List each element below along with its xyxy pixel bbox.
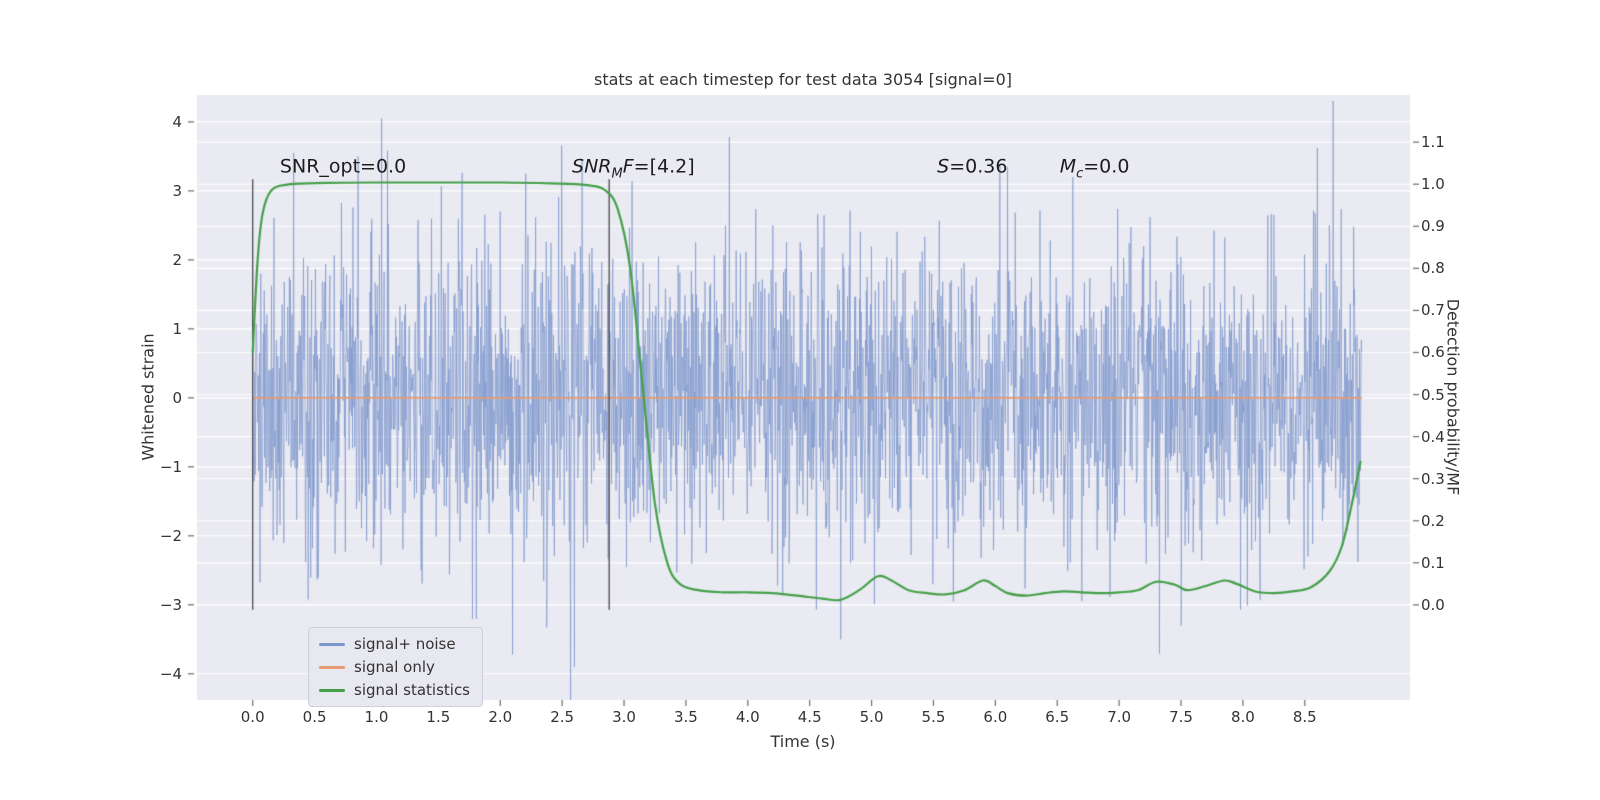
x-tick-label: 4.0 xyxy=(735,708,760,726)
annotation-snr-mf: SNRMF=[4.2] xyxy=(572,156,695,182)
legend-item-signal-only: signal only xyxy=(319,658,470,676)
annotation-subscript: c xyxy=(1076,166,1084,182)
legend-label: signal statistics xyxy=(354,681,471,699)
annotation-text: M xyxy=(1059,155,1077,178)
legend-item-signal-statistics: signal statistics xyxy=(319,681,470,699)
annotation-text: SNR xyxy=(572,155,612,178)
x-tick-label: 3.0 xyxy=(612,708,636,726)
legend-swatch-signal-only xyxy=(319,665,345,669)
x-tick-label: 4.5 xyxy=(797,708,822,726)
annotation-snr-opt: SNR_opt=0.0 xyxy=(280,156,406,182)
x-tick-label: 0.0 xyxy=(240,708,265,726)
y-tick-label-right: 0.8 xyxy=(1421,259,1445,278)
y-tick-label-left: −4 xyxy=(159,664,182,683)
y-tick-label-left: 4 xyxy=(172,112,182,131)
annotation-text: S xyxy=(937,155,950,178)
y-tick-label-right: 0.7 xyxy=(1421,301,1445,320)
x-tick-label: 8.0 xyxy=(1230,708,1255,726)
annotation-text: =0.36 xyxy=(949,155,1008,178)
x-axis-label: Time (s) xyxy=(770,732,836,751)
legend: signal+ noise signal only signal statist… xyxy=(308,627,484,707)
y-tick-label-right: 0.0 xyxy=(1421,595,1445,614)
x-tick-label: 3.5 xyxy=(673,708,698,726)
x-tick-label: 6.5 xyxy=(1045,708,1070,726)
y-tick-label-right: 0.2 xyxy=(1421,511,1445,530)
annotation-mc: Mc=0.0 xyxy=(1060,156,1130,182)
y-tick-label-right: 1.1 xyxy=(1421,133,1445,152)
x-tick-label: 2.5 xyxy=(550,708,575,726)
legend-swatch-signal-noise xyxy=(319,642,345,646)
y-tick-label-left: 0 xyxy=(172,388,182,407)
x-tick-label: 6.0 xyxy=(983,708,1008,726)
chart-title: stats at each timestep for test data 305… xyxy=(593,70,1013,89)
y-tick-label-right: 0.6 xyxy=(1421,343,1445,362)
x-tick-label: 1.5 xyxy=(426,708,451,726)
y-tick-label-right: 0.1 xyxy=(1421,553,1445,572)
x-tick-label: 5.0 xyxy=(859,708,884,726)
legend-label: signal only xyxy=(354,658,435,676)
y-tick-label-right: 0.3 xyxy=(1421,469,1445,488)
y-tick-label-left: −3 xyxy=(159,595,182,614)
legend-label: signal+ noise xyxy=(354,635,456,653)
y-tick-label-right: 0.9 xyxy=(1421,217,1445,236)
y-tick-label-right: 0.5 xyxy=(1421,385,1445,404)
x-tick-label: 1.0 xyxy=(364,708,389,726)
y-tick-label-left: 1 xyxy=(172,319,182,338)
x-tick-label: 0.5 xyxy=(302,708,327,726)
legend-item-signal-noise: signal+ noise xyxy=(319,635,470,653)
annotation-s: S=0.36 xyxy=(937,156,1007,182)
annotation-text: =[4.2] xyxy=(633,155,695,178)
x-tick-label: 5.5 xyxy=(921,708,946,726)
y-tick-label-left: 2 xyxy=(172,250,182,269)
y-tick-label-right: 0.4 xyxy=(1421,427,1445,446)
x-tick-label: 7.5 xyxy=(1169,708,1193,726)
annotation-text: SNR_opt=0.0 xyxy=(279,155,407,178)
y-tick-label-left: −2 xyxy=(159,526,182,545)
annotation-text: F xyxy=(622,155,634,178)
x-tick-label: 8.5 xyxy=(1292,708,1317,726)
annotation-subscript: M xyxy=(611,166,623,182)
x-tick-label: 7.0 xyxy=(1107,708,1132,726)
legend-swatch-signal-statistics xyxy=(319,688,345,692)
y-tick-label-left: 3 xyxy=(172,181,182,200)
y-tick-label-right: 1.0 xyxy=(1421,175,1445,194)
annotation-text: =0.0 xyxy=(1083,155,1130,178)
y-tick-label-left: −1 xyxy=(159,457,182,476)
x-tick-label: 2.0 xyxy=(488,708,513,726)
